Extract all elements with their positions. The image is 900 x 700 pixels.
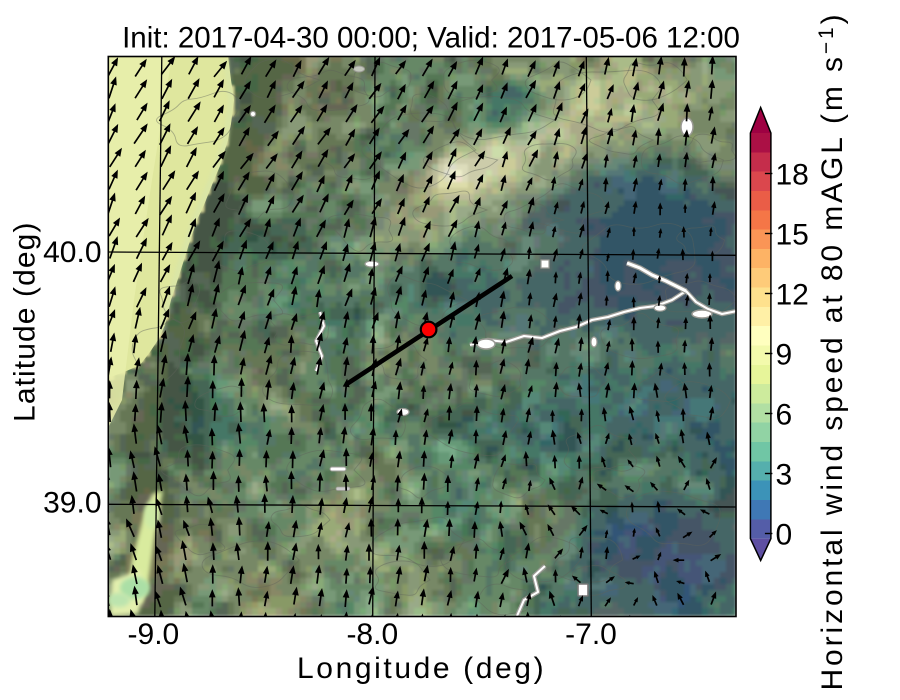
svg-text:18: 18 bbox=[776, 158, 809, 191]
svg-text:-8.0: -8.0 bbox=[346, 618, 398, 651]
svg-text:3: 3 bbox=[776, 458, 793, 491]
svg-text:0: 0 bbox=[776, 518, 793, 551]
svg-text:Latitude (deg): Latitude (deg) bbox=[9, 221, 42, 422]
svg-text:15: 15 bbox=[776, 218, 809, 251]
svg-text:12: 12 bbox=[776, 278, 809, 311]
svg-text:Horizontal wind speed at 80 mA: Horizontal wind speed at 80 mAGL (m s−1) bbox=[815, 11, 849, 690]
svg-text:6: 6 bbox=[776, 398, 793, 431]
svg-text:Init: 2017-04-30 00:00; Valid:: Init: 2017-04-30 00:00; Valid: 2017-05-0… bbox=[122, 22, 740, 55]
svg-text:Longitude (deg): Longitude (deg) bbox=[297, 652, 546, 685]
svg-text:-9.0: -9.0 bbox=[128, 618, 180, 651]
svg-text:-7.0: -7.0 bbox=[565, 618, 617, 651]
svg-text:40.0: 40.0 bbox=[43, 236, 101, 269]
svg-text:39.0: 39.0 bbox=[43, 486, 101, 519]
svg-text:9: 9 bbox=[776, 338, 793, 371]
